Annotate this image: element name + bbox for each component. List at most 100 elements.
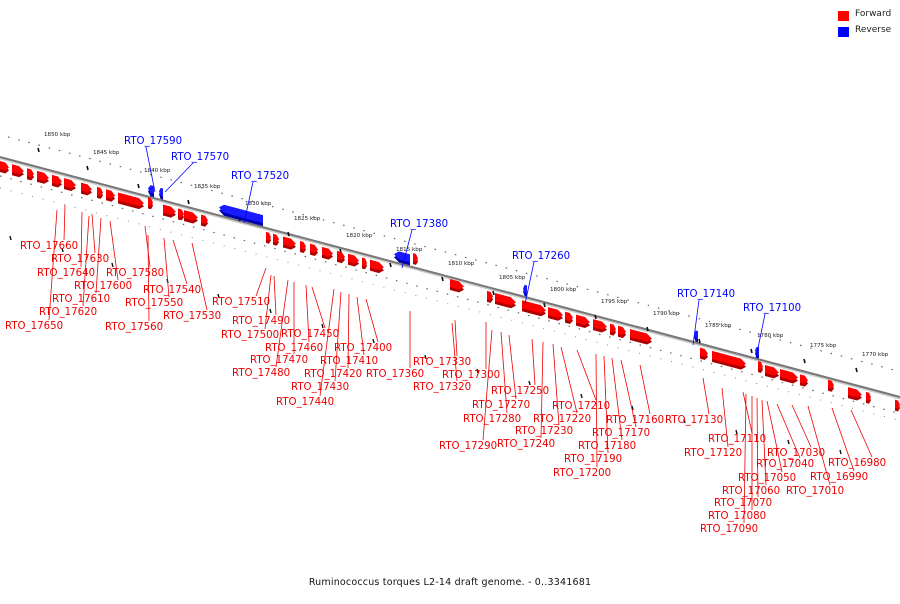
forward-gene-body [337,250,345,261]
gene-label-rto-17420: RTO_17420 [304,369,362,380]
forward-gene-body [630,329,652,342]
gene-label-rto-17250: RTO_17250 [491,386,549,397]
reverse-gene [219,204,263,227]
forward-gene-body [895,399,900,409]
gene-label-rto-17220: RTO_17220 [533,414,591,425]
forward-gene-body [310,243,318,253]
leader-line [264,274,272,330]
gene-label-rto-17300: RTO_17300 [442,370,500,381]
forward-gene [828,379,834,392]
forward-gene-body [201,214,208,224]
forward-gene [27,168,34,181]
forward-gene-body [52,174,62,185]
forward-gene [348,253,359,267]
minor-tick-mark [372,338,375,344]
gene-label-rto-17360: RTO_17360 [366,369,424,380]
forward-gene [64,178,76,191]
gene-label-rto-17410: RTO_17410 [320,356,378,367]
forward-gene-body [348,253,359,264]
gene-label-rto-17570: RTO_17570 [171,152,229,163]
leader-line [109,220,119,281]
forward-gene-body [700,347,708,357]
lower-track-dotted-line [0,187,899,421]
reverse-gene [148,185,154,198]
forward-gene-body [118,192,144,207]
reverse-gene [523,284,527,297]
scale-tick-mark [492,290,495,296]
minor-tick-mark [217,293,220,299]
legend-label-reverse: Reverse [855,25,892,35]
scale-tick-label: 1840 kbp [144,168,171,174]
forward-gene-body [322,246,333,257]
gene-label-rto-17510: RTO_17510 [212,297,270,308]
forward-gene [758,361,763,373]
leader-line [508,334,517,400]
scale-tick-label: 1850 kbp [44,132,71,138]
forward-gene-body [163,204,176,215]
leader-line [500,331,508,414]
gene-label-rto-17520: RTO_17520 [231,171,289,182]
gene-label-rto-17490: RTO_17490 [232,316,290,327]
forward-gene-body [362,257,367,267]
forward-gene-body [450,279,464,290]
forward-gene-body [12,164,24,175]
minor-tick-mark [111,262,114,268]
forward-gene [593,319,607,333]
forward-gene-body [300,241,306,250]
gene-features [0,161,900,412]
gene-label-rto-17240: RTO_17240 [497,439,555,450]
minor-tick-mark [9,235,12,241]
forward-gene [184,210,198,224]
forward-gene-body [495,293,516,306]
forward-gene [322,246,333,260]
gene-label-rto-17630: RTO_17630 [51,254,109,265]
forward-gene [630,329,652,345]
forward-gene [52,174,62,188]
gene-label-rto-17120: RTO_17120 [684,448,742,459]
reverse-swatch [838,27,849,37]
minor-tick-mark [269,308,272,314]
legend-item-forward: Forward [838,8,900,24]
forward-gene [12,164,24,178]
leader-line [807,405,831,486]
reverse-gene-body [148,185,154,195]
forward-gene-body [81,182,92,193]
forward-gene [413,253,418,265]
scale-tick-label: 1805 kbp [499,275,526,281]
scale-tick-mark [137,183,140,189]
gene-label-rto-17060: RTO_17060 [722,486,780,497]
leader-line [144,225,151,268]
leader-line [145,146,156,193]
leader-line [766,400,783,473]
leader-line [524,261,535,305]
leader-line [365,298,379,343]
forward-gene [548,307,563,321]
gene-label-rto-17430: RTO_17430 [291,382,349,393]
gene-label-rto-17180: RTO_17180 [578,441,636,452]
scale-dotted-line [7,136,899,372]
scale-tick-mark [187,199,190,205]
forward-gene-body [487,290,493,300]
leader-line [275,279,289,368]
gene-label-rto-17290: RTO_17290 [439,441,497,452]
forward-gene [273,233,279,246]
scale-tick-mark [594,314,597,320]
reverse-gene-body [159,187,163,197]
forward-gene [118,192,144,210]
leader-line [243,181,254,224]
leader-line [743,393,747,524]
forward-gene [178,208,184,221]
gene-label-rto-17110: RTO_17110 [708,434,766,445]
minor-tick-mark [424,354,427,360]
forward-gene-body [148,197,153,207]
leader-line [576,349,597,401]
minor-tick-mark [631,405,634,411]
reverse-gene [159,187,163,200]
gene-labels: RTO_17660 RTO_17650 RTO_17640 RTO_17630 RTO_… [5,136,886,535]
leader-line [356,296,365,356]
gene-label-rto-17070: RTO_17070 [714,498,772,509]
gene-label-rto-17330: RTO_17330 [413,357,471,368]
gene-label-rto-17400: RTO_17400 [334,343,392,354]
leader-line [603,355,609,454]
scale-tick-mark [441,276,444,282]
